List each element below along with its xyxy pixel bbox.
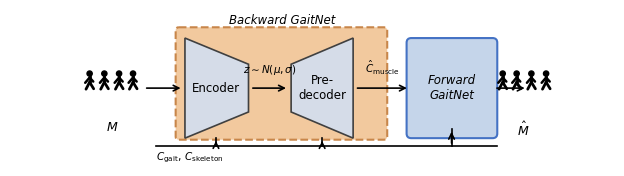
Text: Encoder: Encoder [192,82,240,95]
Circle shape [117,71,122,76]
Text: Backward GaitNet: Backward GaitNet [228,14,335,27]
Text: Forward
GaitNet: Forward GaitNet [427,74,475,102]
FancyBboxPatch shape [175,27,388,140]
Polygon shape [291,38,353,138]
Text: $\mathit{M}$: $\mathit{M}$ [106,121,119,134]
Circle shape [130,71,135,76]
Circle shape [87,71,92,76]
Text: $z \sim \mathit{N}(\mu, \sigma)$: $z \sim \mathit{N}(\mu, \sigma)$ [243,62,296,77]
Text: $\hat{\mathit{M}}$: $\hat{\mathit{M}}$ [517,121,530,139]
Text: $\hat{C}_{\mathrm{muscle}}$: $\hat{C}_{\mathrm{muscle}}$ [365,58,400,77]
Circle shape [529,71,534,76]
FancyBboxPatch shape [407,38,497,138]
Text: Pre-
decoder: Pre- decoder [298,74,346,102]
Circle shape [544,71,548,76]
Circle shape [514,71,519,76]
Circle shape [500,71,505,76]
Text: $C_{\mathrm{gait}}$, $C_{\mathrm{skeleton}}$: $C_{\mathrm{gait}}$, $C_{\mathrm{skeleto… [155,150,223,165]
Polygon shape [185,38,248,138]
Circle shape [102,71,107,76]
